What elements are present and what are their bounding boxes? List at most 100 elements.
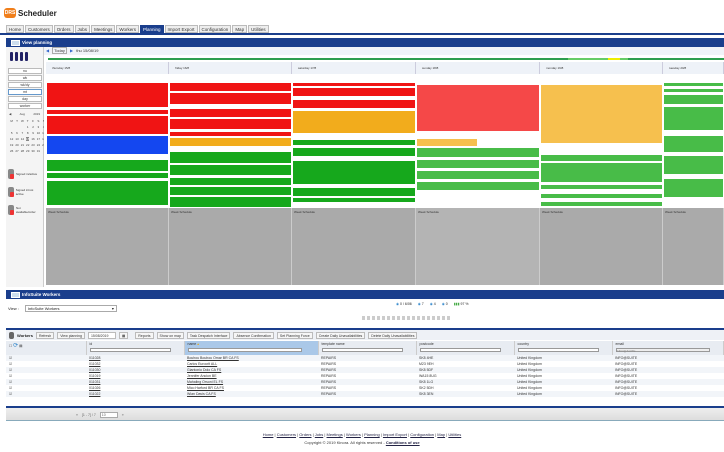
- week-schedule-cell[interactable]: Week Schedule: [292, 208, 416, 285]
- job-block[interactable]: [169, 177, 292, 186]
- job-block[interactable]: [416, 170, 540, 180]
- tab-orders[interactable]: Orders: [53, 25, 74, 33]
- job-block[interactable]: [169, 151, 292, 164]
- tab-import-export[interactable]: Import Export: [164, 25, 198, 33]
- job-block[interactable]: [169, 118, 292, 130]
- job-block[interactable]: [169, 131, 292, 137]
- view-select-worker[interactable]: worker: [8, 103, 42, 109]
- job-block[interactable]: [540, 154, 663, 162]
- day-header-4[interactable]: sunday 18/8: [416, 62, 540, 74]
- job-block[interactable]: [416, 159, 540, 169]
- day-header-3[interactable]: saturday 17/8: [292, 62, 416, 74]
- col-country[interactable]: country: [514, 341, 613, 355]
- day-header-2[interactable]: friday 16/8: [169, 62, 292, 74]
- tab-meetings[interactable]: Meetings: [91, 25, 116, 33]
- template-filter-input[interactable]: [321, 348, 404, 352]
- job-block[interactable]: [292, 99, 416, 109]
- table-row[interactable]: ☑ 011019 Jennifer Ancion BE REPAIRS WA15 8UG…: [6, 373, 724, 379]
- tab-jobs[interactable]: Jobs: [74, 25, 91, 33]
- date-input[interactable]: 15/08/2019: [87, 331, 116, 339]
- view-planning-button[interactable]: View planning: [57, 331, 85, 339]
- tab-configuration[interactable]: Configuration: [198, 25, 232, 33]
- job-block[interactable]: [46, 109, 169, 115]
- absence-confirmation-button[interactable]: Absence Confirmation: [233, 331, 274, 339]
- row-checkbox[interactable]: ☑: [6, 355, 86, 361]
- job-block[interactable]: [292, 139, 416, 146]
- day-header-1[interactable]: thursday 15/8: [46, 62, 169, 74]
- alphabet-filter[interactable]: [362, 316, 452, 320]
- view-button-mt[interactable]: mt: [8, 89, 42, 95]
- next-day-button[interactable]: ▶: [70, 48, 74, 53]
- job-block[interactable]: [169, 108, 292, 118]
- job-block[interactable]: [169, 186, 292, 196]
- job-block[interactable]: [540, 184, 663, 190]
- job-block[interactable]: [663, 135, 724, 153]
- job-block[interactable]: [663, 82, 724, 87]
- job-block[interactable]: [46, 115, 169, 135]
- tab-planning[interactable]: Planning: [140, 25, 164, 33]
- day-header-5[interactable]: monday 19/8: [540, 62, 663, 74]
- email-filter-input[interactable]: INFO@SUITE: [615, 348, 710, 353]
- refresh-icon[interactable]: ⟳: [13, 343, 19, 349]
- day-header-6[interactable]: tuesday 20/8: [663, 62, 724, 74]
- col-id[interactable]: id: [86, 341, 185, 355]
- footer-link-jobs[interactable]: Jobs: [314, 432, 324, 437]
- job-block[interactable]: [416, 147, 540, 158]
- table-row[interactable]: ☑ 011028 Bouhou Bouhou Omar BR CA FS REPAIR…: [6, 355, 724, 361]
- col-postcode[interactable]: postcode: [416, 341, 515, 355]
- table-row[interactable]: ☑ 011032 Carlos Eurocrit ALL REPAIRS M23 9EH…: [6, 361, 724, 367]
- table-row[interactable]: ☑ 011031 Mahaling Orsoni EL FS REPAIRS SK8 1…: [6, 379, 724, 385]
- job-block[interactable]: [46, 172, 169, 179]
- create-unavailabilities-button[interactable]: Create Daily Unavailabilities: [315, 331, 366, 339]
- country-filter-input[interactable]: [517, 348, 600, 352]
- reports-button[interactable]: Reports: [135, 331, 154, 339]
- view-select-day[interactable]: day: [8, 96, 42, 102]
- job-block[interactable]: [663, 106, 724, 131]
- job-block[interactable]: [292, 147, 416, 157]
- cal-year[interactable]: 2019: [33, 112, 40, 116]
- calendar-icon[interactable]: ▦: [118, 331, 129, 339]
- prev-day-button[interactable]: ◀: [46, 48, 50, 53]
- cal-prev-icon[interactable]: ◀: [9, 112, 12, 116]
- tab-workers[interactable]: Workers: [116, 25, 139, 33]
- footer-link-planning[interactable]: Planning: [364, 432, 380, 437]
- job-block[interactable]: [663, 88, 724, 93]
- delete-unavailabilities-button[interactable]: Delete Daily Unavailabilities: [368, 331, 418, 339]
- show-on-map-button[interactable]: Show on map: [156, 331, 184, 339]
- job-block[interactable]: [416, 138, 478, 147]
- job-block[interactable]: [292, 187, 416, 197]
- week-schedule-cell[interactable]: Week Schedule: [169, 208, 292, 285]
- job-block[interactable]: [292, 87, 416, 97]
- today-button[interactable]: Today: [52, 47, 67, 54]
- select-all-checkbox[interactable]: ☐: [9, 344, 13, 348]
- job-block[interactable]: [292, 160, 416, 185]
- row-checkbox[interactable]: ☑: [9, 386, 13, 390]
- job-block[interactable]: [292, 197, 416, 203]
- conditions-link[interactable]: Conditions of use: [385, 440, 420, 445]
- col-template-name[interactable]: template name: [318, 341, 417, 355]
- footer-link-home[interactable]: Home: [262, 432, 274, 437]
- footer-link-map[interactable]: Map: [437, 432, 446, 437]
- export-icon[interactable]: ▤: [19, 344, 23, 348]
- view-button-wkdy[interactable]: wk/dy: [8, 82, 42, 88]
- week-schedule-cell[interactable]: Week Schedule: [540, 208, 663, 285]
- row-checkbox[interactable]: ☑: [9, 374, 13, 378]
- refresh-button[interactable]: Refresh: [35, 331, 55, 339]
- col-email[interactable]: email INFO@SUITE: [612, 341, 724, 355]
- row-checkbox[interactable]: ☑: [6, 379, 86, 385]
- job-block[interactable]: [540, 193, 663, 199]
- job-block[interactable]: [292, 82, 416, 87]
- job-block[interactable]: [663, 94, 724, 105]
- footer-link-orders[interactable]: Orders: [299, 432, 312, 437]
- row-checkbox[interactable]: ☑: [6, 367, 86, 373]
- job-block[interactable]: [46, 82, 169, 108]
- pager-first-button[interactable]: «: [76, 413, 78, 417]
- job-block[interactable]: [169, 164, 292, 176]
- postcode-filter-input[interactable]: [419, 348, 502, 352]
- footer-link-configuration[interactable]: Configuration: [410, 432, 435, 437]
- tab-utilities[interactable]: Utilities: [248, 25, 269, 33]
- job-block[interactable]: [540, 201, 663, 207]
- job-block[interactable]: [292, 110, 416, 134]
- col-name[interactable]: name ▴: [184, 341, 319, 355]
- name-filter-input[interactable]: [187, 348, 302, 352]
